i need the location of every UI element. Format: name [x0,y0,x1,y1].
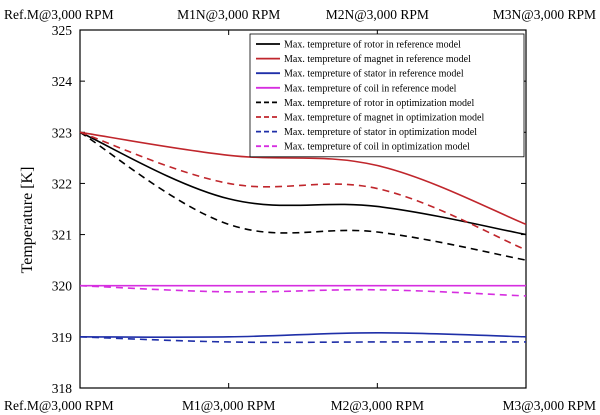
series-line-8 [79,284,527,297]
x-tick-label-top: Ref.M@3,000 RPM [4,7,114,22]
series-line-6 [79,131,527,251]
series-line-2 [79,131,527,226]
y-tick-label: 319 [52,330,73,345]
plot-frame [79,29,527,389]
legend-label: Max. tempreture of magnet in optimizatio… [284,113,484,124]
y-tick-label: 321 [52,228,72,243]
series-line-1 [79,131,527,236]
series-line-3 [79,331,527,338]
y-tick-label: 323 [52,125,73,140]
x-tick-label-top: M1N@3,000 RPM [177,7,280,22]
series-line-7 [79,336,526,344]
x-tick-label-top: M3N@3,000 RPM [493,7,596,22]
legend-label: Max. tempreture of coil in optimization … [284,142,470,153]
y-tick-label: 324 [52,74,73,89]
legend-label: Max. tempreture of rotor in reference mo… [284,40,461,51]
x-tick-label-bottom: M2@3,000 RPM [331,398,424,413]
y-tick-label: 322 [52,176,72,191]
x-tick-label-bottom: M1@3,000 RPM [182,398,275,413]
legend-label: Max. tempreture of stator in optimizatio… [284,127,477,138]
legend-label: Max. tempreture of stator in reference m… [284,69,464,80]
y-tick-label: 325 [52,23,73,38]
legend: Max. tempreture of rotor in reference mo… [249,33,525,158]
x-tick-label-bottom: Ref.M@3,000 RPM [4,398,114,413]
legend-box [249,33,525,158]
x-tick-label-top: M2N@3,000 RPM [326,7,429,22]
legend-label: Max. tempreture of magnet in reference m… [284,54,471,65]
y-axis-title: Temperature [K] [19,167,36,274]
legend-label: Max. tempreture of rotor in optimization… [284,98,474,109]
x-tick-label-bottom: M3@3,000 RPM [503,398,596,413]
y-tick-label: 320 [52,279,73,294]
y-tick-label: 318 [52,381,73,396]
legend-label: Max. tempreture of coil in reference mod… [284,83,457,94]
series-layer [79,131,527,344]
series-line-5 [79,131,527,261]
